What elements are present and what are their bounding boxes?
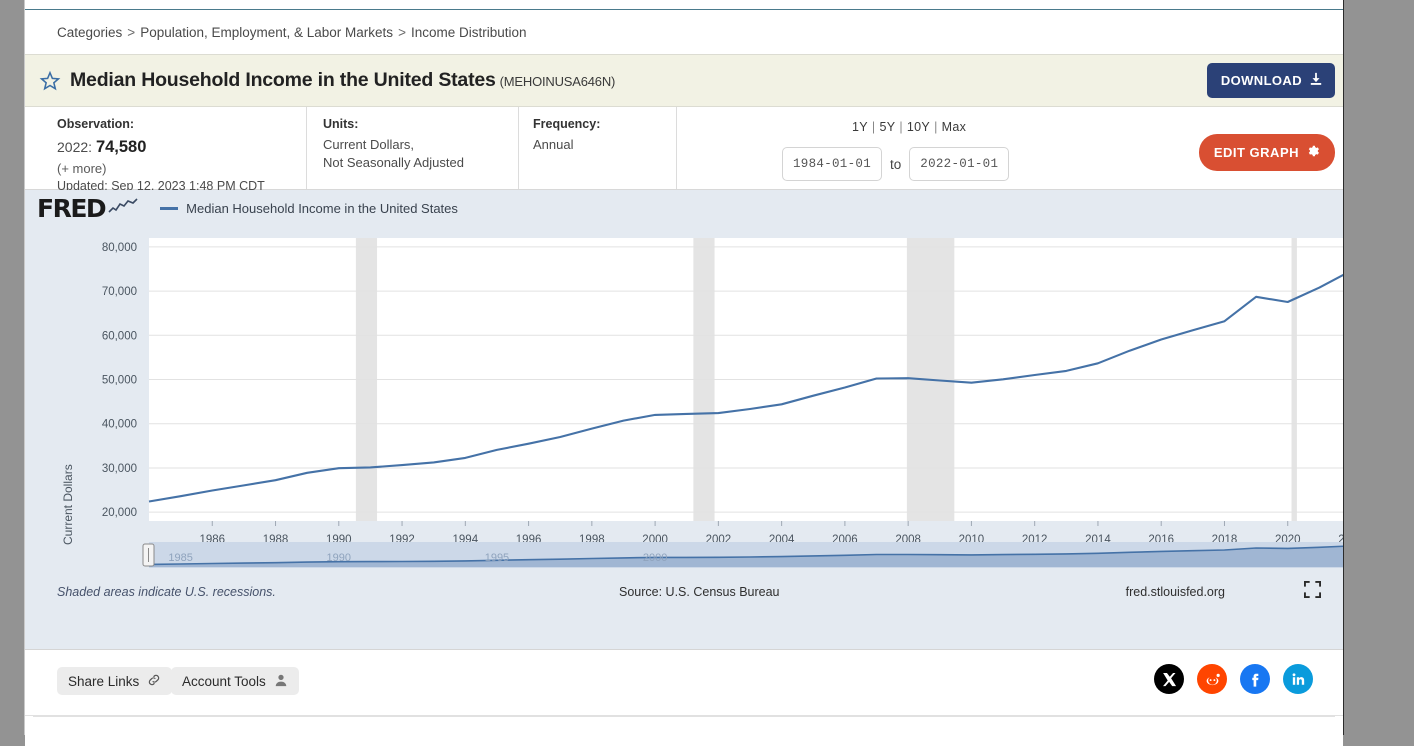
series-id: (MEHOINUSA646N) [499, 74, 616, 89]
series-title-bar: Median Household Income in the United St… [25, 55, 1343, 107]
breadcrumb-item-income-distribution[interactable]: Income Distribution [410, 24, 527, 40]
quick-range-max[interactable]: Max [941, 120, 967, 134]
legend-color-swatch [160, 207, 179, 210]
date-range-to-label: to [890, 156, 902, 172]
social-share-icons [1154, 664, 1313, 694]
breadcrumb-item-categories[interactable]: Categories [57, 24, 123, 40]
observation-label: Observation: [57, 117, 135, 131]
share-links-label: Share Links [68, 673, 140, 689]
units-label: Units: [323, 117, 359, 131]
date-range-inputs: to [782, 147, 1010, 181]
y-tick-labels: 20,000 30,000 40,000 50,000 60,000 70,000 80,0… [102, 242, 137, 519]
star-outline-icon[interactable] [39, 70, 61, 92]
page-tail [25, 716, 1343, 746]
frequency-value: Annual [533, 137, 574, 152]
edit-graph-button[interactable]: EDIT GRAPH [1198, 134, 1335, 171]
breadcrumb-item-population[interactable]: Population, Employment, & Labor Markets [140, 24, 394, 40]
more-link[interactable]: (+ more) [57, 161, 107, 177]
y-tick-label: 80,000 [102, 242, 137, 254]
updated-timestamp: Updated: Sep 12, 2023 1:48 PM CDT [57, 179, 265, 194]
share-links-button[interactable]: Share Links [57, 667, 173, 695]
y-tick-label: 60,000 [102, 330, 137, 342]
download-button-label: DOWNLOAD [1220, 73, 1302, 88]
end-date-input[interactable] [909, 147, 1010, 181]
chart-footer: Shaded areas indicate U.S. recessions. S… [25, 581, 1343, 619]
page-top-rule [25, 0, 1343, 10]
quick-range-5y[interactable]: 5Y [879, 120, 896, 134]
chart-panel: FRED Median Household Income in the Unit… [25, 190, 1343, 650]
y-tick-label: 20,000 [102, 507, 137, 519]
chart-source: Source: U.S. Census Bureau [619, 585, 780, 599]
user-icon [274, 673, 288, 690]
legend-label: Median Household Income in the United St… [186, 201, 458, 216]
fred-page: Categories > Population, Employment, & L… [24, 0, 1344, 746]
quick-range-separator: | [871, 120, 876, 134]
reddit-icon[interactable] [1197, 664, 1227, 694]
navigator-tick-label: 1995 [485, 552, 509, 564]
chart-plot: 20,000 30,000 40,000 50,000 60,000 70,000 80,0… [102, 238, 1343, 546]
series-meta-row: Observation: 2022: 74,580 (+ more) Updat… [25, 107, 1343, 193]
gear-icon [1306, 144, 1320, 161]
units-value-line2: Not Seasonally Adjusted [323, 154, 464, 170]
chart-legend[interactable]: Median Household Income in the United St… [160, 201, 458, 216]
fullscreen-icon[interactable] [1304, 581, 1321, 603]
quick-range-links: 1Y | 5Y | 10Y | Max [852, 120, 966, 134]
y-tick-label: 30,000 [102, 463, 137, 475]
edit-graph-label: EDIT GRAPH [1213, 145, 1299, 160]
y-tick-label: 40,000 [102, 419, 137, 431]
page-title-text: Median Household Income in the United St… [70, 69, 496, 91]
navigator-tick-label: 2000 [643, 552, 667, 564]
chart-navigator[interactable]: 1985 1990 1995 2000 [25, 540, 1343, 580]
link-icon [147, 673, 161, 690]
facebook-icon[interactable] [1240, 664, 1270, 694]
linkedin-icon[interactable] [1283, 664, 1313, 694]
chart-url: fred.stlouisfed.org [1125, 585, 1225, 599]
quick-range-separator: | [899, 120, 903, 134]
units-value-line1: Current Dollars, [323, 137, 415, 152]
y-tick-label: 70,000 [102, 286, 137, 298]
account-tools-button[interactable]: Account Tools [171, 667, 299, 695]
x-icon[interactable] [1154, 664, 1184, 694]
navigator-tick-label: 1985 [168, 552, 192, 564]
x-tick-marks [211, 521, 1289, 526]
quick-range-separator: | [934, 120, 938, 134]
bottom-toolbar: Share Links Account Tools [25, 650, 1343, 716]
chart-header: FRED Median Household Income in the Unit… [37, 196, 458, 221]
page-title: Median Household Income in the United St… [70, 69, 615, 92]
observation-value-row: 2022: 74,580 [57, 136, 292, 158]
frequency-label: Frequency: [533, 117, 601, 131]
series-line [148, 273, 1343, 503]
breadcrumb: Categories > Population, Employment, & L… [25, 10, 1343, 55]
download-button[interactable]: DOWNLOAD [1206, 63, 1335, 98]
observation-cell: Observation: 2022: 74,580 (+ more) Updat… [25, 107, 307, 193]
breadcrumb-separator: > [127, 24, 136, 40]
range-controls: 1Y|5Y|10Y|Max to EDIT GRAPH [677, 107, 1343, 189]
download-icon [1309, 72, 1323, 89]
fred-logo: FRED [37, 194, 107, 223]
observation-value: 74,580 [95, 138, 147, 156]
frequency-cell: Frequency: Annual [519, 107, 677, 189]
navigator-line [148, 545, 1343, 566]
quick-range-10y[interactable]: 10Y [906, 120, 931, 134]
tail-divider [33, 716, 1335, 717]
quick-range-1y[interactable]: 1Y [852, 120, 868, 134]
observation-year: 2022: [57, 139, 93, 155]
x-tick-label: 2022 [1338, 534, 1343, 546]
units-cell: Units: Current Dollars, Not Seasonally A… [307, 107, 519, 189]
breadcrumb-separator: > [398, 24, 406, 40]
y-tick-label: 50,000 [102, 375, 137, 387]
navigator-tick-labels: 1985 1990 1995 2000 [168, 552, 667, 564]
account-tools-label: Account Tools [182, 673, 266, 689]
start-date-input[interactable] [782, 147, 882, 181]
recession-note: Shaded areas indicate U.S. recessions. [57, 585, 276, 599]
navigator-tick-label: 1990 [327, 552, 351, 564]
fred-sparkline-icon [108, 197, 138, 220]
